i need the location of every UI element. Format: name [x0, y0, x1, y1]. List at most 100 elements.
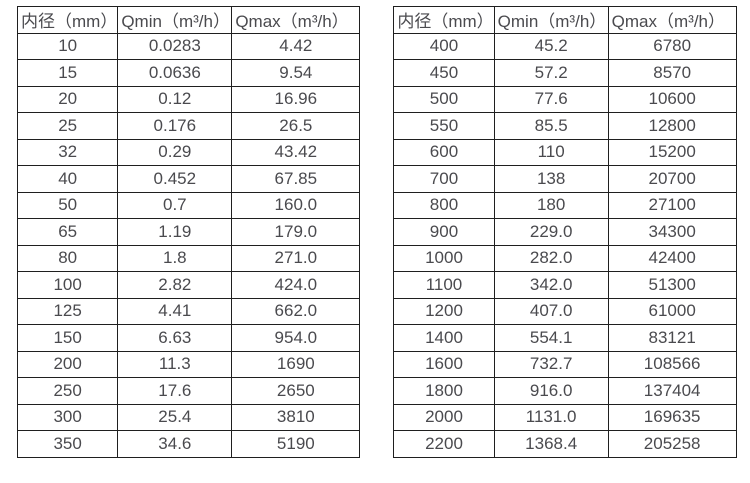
table-row: 200 11.3 1690 [16, 350, 361, 378]
table-row: 900 229.0 34300 [393, 218, 737, 246]
table-row: 50 0.7 160.0 [16, 191, 361, 219]
table-cell: 11.3 [117, 350, 233, 378]
table-cell: 400 [393, 32, 495, 60]
table-cell: 342.0 [493, 271, 609, 299]
table-row: 700 138 20700 [393, 165, 737, 193]
table-cell: 229.0 [493, 218, 609, 246]
table-cell: 179.0 [231, 218, 361, 246]
table-cell: 10600 [607, 85, 737, 113]
table-cell: 800 [393, 191, 495, 219]
table-row: 450 57.2 8570 [393, 59, 737, 87]
table-cell: 4.41 [117, 297, 233, 325]
table-cell: 916.0 [493, 377, 609, 405]
table-cell: 42400 [607, 244, 737, 272]
table-cell: 1690 [231, 350, 361, 378]
table-cell: 250 [16, 377, 119, 405]
table-cell: 32 [16, 138, 119, 166]
table-cell: 0.29 [117, 138, 233, 166]
table-row: 250 17.6 2650 [16, 377, 361, 405]
table-row: 32 0.29 43.42 [16, 138, 361, 166]
table-cell: 1400 [393, 324, 495, 352]
table-cell: 180 [493, 191, 609, 219]
table-cell: 51300 [607, 271, 737, 299]
table-cell: 300 [16, 403, 119, 431]
table-cell: 67.85 [231, 165, 361, 193]
column-header-diameter: 内径（mm） [393, 6, 495, 34]
table-row: 125 4.41 662.0 [16, 297, 361, 325]
table-header-row: 内径（mm） Qmin（m³/h） Qmax（m³/h） [393, 6, 737, 34]
table-cell: 271.0 [231, 244, 361, 272]
table-cell: 16.96 [231, 85, 361, 113]
flow-table-small-diameters: 内径（mm） Qmin（m³/h） Qmax（m³/h） 10 0.0283 4.4… [16, 6, 361, 458]
table-header-row: 内径（mm） Qmin（m³/h） Qmax（m³/h） [16, 6, 361, 34]
table-cell: 34.6 [117, 430, 233, 458]
table-cell: 20700 [607, 165, 737, 193]
table-cell: 4.42 [231, 32, 361, 60]
table-cell: 77.6 [493, 85, 609, 113]
table-cell: 700 [393, 165, 495, 193]
table-cell: 85.5 [493, 112, 609, 140]
table-cell: 80 [16, 244, 119, 272]
table-row: 1000 282.0 42400 [393, 244, 737, 272]
table-cell: 150 [16, 324, 119, 352]
table-row: 1100 342.0 51300 [393, 271, 737, 299]
table-cell: 2.82 [117, 271, 233, 299]
table-cell: 1200 [393, 297, 495, 325]
table-cell: 65 [16, 218, 119, 246]
table-cell: 0.12 [117, 85, 233, 113]
table-cell: 6780 [607, 32, 737, 60]
table-row: 400 45.2 6780 [393, 32, 737, 60]
table-cell: 57.2 [493, 59, 609, 87]
table-cell: 1600 [393, 350, 495, 378]
table-row: 550 85.5 12800 [393, 112, 737, 140]
table-row: 1600 732.7 108566 [393, 350, 737, 378]
table-cell: 15200 [607, 138, 737, 166]
table-row: 300 25.4 3810 [16, 403, 361, 431]
table-cell: 0.0636 [117, 59, 233, 87]
table-row: 1200 407.0 61000 [393, 297, 737, 325]
table-cell: 8570 [607, 59, 737, 87]
table-cell: 662.0 [231, 297, 361, 325]
table-cell: 12800 [607, 112, 737, 140]
table-cell: 26.5 [231, 112, 361, 140]
table-cell: 6.63 [117, 324, 233, 352]
table-cell: 17.6 [117, 377, 233, 405]
table-cell: 732.7 [493, 350, 609, 378]
table-cell: 100 [16, 271, 119, 299]
table-cell: 407.0 [493, 297, 609, 325]
table-row: 15 0.0636 9.54 [16, 59, 361, 87]
table-cell: 25 [16, 112, 119, 140]
table-cell: 15 [16, 59, 119, 87]
table-row: 25 0.176 26.5 [16, 112, 361, 140]
table-row: 2000 1131.0 169635 [393, 403, 737, 431]
table-cell: 1100 [393, 271, 495, 299]
table-row: 40 0.452 67.85 [16, 165, 361, 193]
table-cell: 2200 [393, 430, 495, 458]
table-row: 150 6.63 954.0 [16, 324, 361, 352]
table-cell: 0.452 [117, 165, 233, 193]
table-cell: 1368.4 [493, 430, 609, 458]
table-cell: 108566 [607, 350, 737, 378]
table-cell: 424.0 [231, 271, 361, 299]
table-cell: 25.4 [117, 403, 233, 431]
table-cell: 50 [16, 191, 119, 219]
table-cell: 61000 [607, 297, 737, 325]
table-cell: 0.7 [117, 191, 233, 219]
table-cell: 83121 [607, 324, 737, 352]
table-row: 80 1.8 271.0 [16, 244, 361, 272]
column-header-qmin: Qmin（m³/h） [117, 6, 233, 34]
table-cell: 1000 [393, 244, 495, 272]
table-cell: 2650 [231, 377, 361, 405]
table-cell: 160.0 [231, 191, 361, 219]
table-row: 600 110 15200 [393, 138, 737, 166]
table-cell: 138 [493, 165, 609, 193]
table-cell: 500 [393, 85, 495, 113]
table-cell: 600 [393, 138, 495, 166]
table-cell: 200 [16, 350, 119, 378]
table-row: 1400 554.1 83121 [393, 324, 737, 352]
table-cell: 0.176 [117, 112, 233, 140]
column-header-qmin: Qmin（m³/h） [493, 6, 609, 34]
table-cell: 3810 [231, 403, 361, 431]
table-cell: 20 [16, 85, 119, 113]
table-row: 20 0.12 16.96 [16, 85, 361, 113]
